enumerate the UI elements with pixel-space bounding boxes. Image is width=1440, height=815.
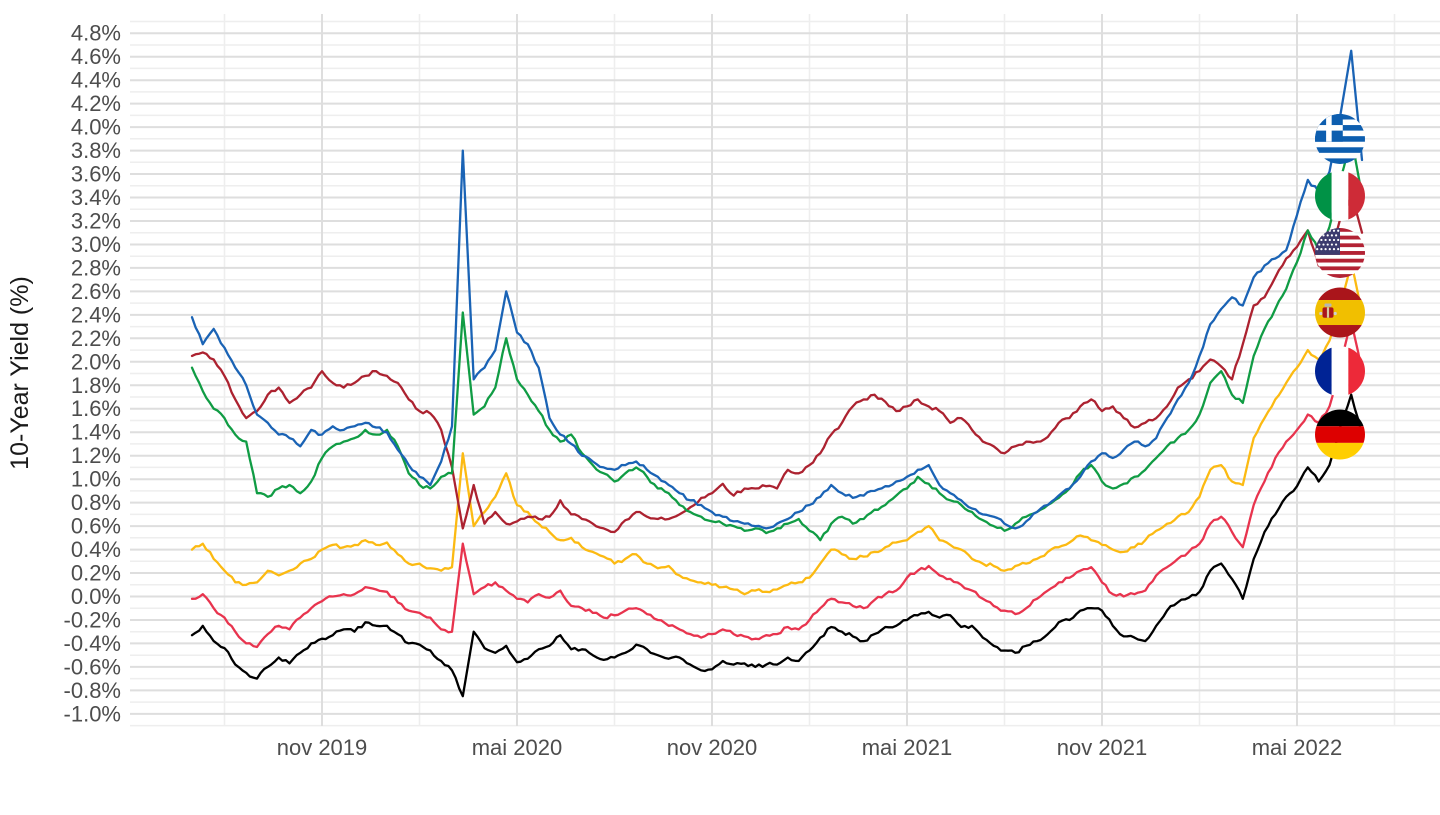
y-tick-label: -0.4% bbox=[64, 631, 121, 656]
y-tick-label: 1.6% bbox=[71, 396, 121, 421]
y-tick-label: -1.0% bbox=[64, 701, 121, 726]
y-tick-label: 1.4% bbox=[71, 420, 121, 445]
y-tick-label: 2.4% bbox=[71, 302, 121, 327]
y-tick-label: 3.2% bbox=[71, 209, 121, 234]
y-tick-label: -0.2% bbox=[64, 608, 121, 633]
y-tick-label: 0.6% bbox=[71, 514, 121, 539]
france-yield-line bbox=[190, 319, 1364, 649]
united-states-yield-line bbox=[190, 194, 1364, 534]
france-flag-icon bbox=[1315, 346, 1365, 397]
y-axis-tick-labels: 4.8%4.6%4.4%4.2%4.0%3.8%3.6%3.4%3.2%3.0%… bbox=[64, 21, 121, 727]
y-tick-label: -0.8% bbox=[64, 678, 121, 703]
y-tick-label: 1.0% bbox=[71, 467, 121, 492]
y-tick-label: 3.4% bbox=[71, 185, 121, 210]
germany-flag-icon bbox=[1315, 409, 1365, 460]
usa-flag-icon bbox=[1315, 227, 1365, 278]
spain-yield-line bbox=[190, 260, 1364, 596]
germany-yield-line bbox=[190, 393, 1364, 698]
x-tick-label: mai 2022 bbox=[1252, 735, 1343, 760]
spain-flag-icon bbox=[1315, 287, 1365, 338]
y-tick-label: 4.6% bbox=[71, 44, 121, 69]
greece-yield-line bbox=[190, 49, 1364, 530]
x-tick-label: mai 2021 bbox=[862, 735, 953, 760]
y-tick-label: 0.0% bbox=[71, 584, 121, 609]
y-tick-label: 0.8% bbox=[71, 490, 121, 515]
y-tick-label: 1.8% bbox=[71, 373, 121, 398]
y-tick-label: 4.8% bbox=[71, 21, 121, 46]
x-tick-label: mai 2020 bbox=[472, 735, 563, 760]
y-tick-label: -0.6% bbox=[64, 654, 121, 679]
flag-legend-badges bbox=[1315, 113, 1365, 460]
italy-flag-icon bbox=[1315, 170, 1365, 221]
major-gridlines bbox=[130, 14, 1440, 726]
x-tick-label: nov 2021 bbox=[1057, 735, 1148, 760]
greece-flag-icon bbox=[1315, 113, 1365, 164]
y-tick-label: 0.4% bbox=[71, 537, 121, 562]
y-tick-label: 0.2% bbox=[71, 561, 121, 586]
y-tick-label: 2.0% bbox=[71, 349, 121, 374]
y-tick-label: 2.2% bbox=[71, 326, 121, 351]
y-tick-label: 2.8% bbox=[71, 255, 121, 280]
y-tick-label: 4.4% bbox=[71, 68, 121, 93]
y-tick-label: 4.2% bbox=[71, 91, 121, 116]
y-tick-label: 2.6% bbox=[71, 279, 121, 304]
x-tick-label: nov 2020 bbox=[667, 735, 758, 760]
x-axis-tick-labels: nov 2019 mai 2020 nov 2020 mai 2021 nov 2021… bbox=[277, 735, 1343, 760]
y-tick-label: 3.8% bbox=[71, 138, 121, 163]
y-axis-title: 10-Year Yield (%) bbox=[6, 276, 34, 470]
y-tick-label: 1.2% bbox=[71, 443, 121, 468]
y-tick-label: 4.0% bbox=[71, 115, 121, 140]
y-tick-label: 3.0% bbox=[71, 232, 121, 257]
series-lines bbox=[190, 49, 1364, 698]
y-tick-label: 3.6% bbox=[71, 162, 121, 187]
x-tick-label: nov 2019 bbox=[277, 735, 368, 760]
